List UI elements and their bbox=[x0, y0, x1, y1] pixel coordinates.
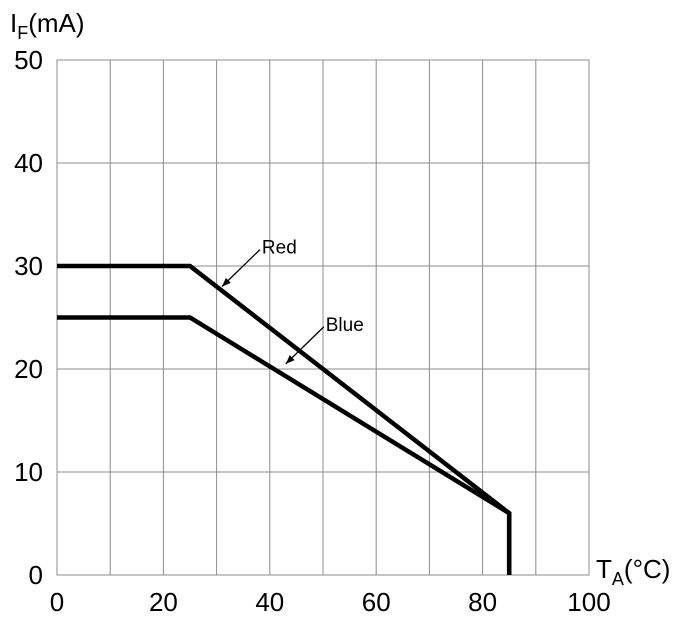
y-tick-label: 30 bbox=[14, 251, 43, 281]
series-line-blue bbox=[57, 315, 512, 575]
x-tick-label: 100 bbox=[567, 587, 610, 617]
x-tick-label: 40 bbox=[255, 587, 284, 617]
x-tick-label: 20 bbox=[149, 587, 178, 617]
annotation-label-blue: Blue bbox=[326, 315, 364, 336]
series-group bbox=[57, 263, 512, 575]
y-axis-label: IF(mA) bbox=[10, 8, 85, 43]
annotations-group: Red Blue bbox=[221, 238, 364, 365]
x-tick-label: 80 bbox=[468, 587, 497, 617]
y-tick-labels: 0 10 20 30 40 50 bbox=[14, 45, 43, 590]
x-tick-label: 60 bbox=[362, 587, 391, 617]
x-tick-label: 0 bbox=[50, 587, 64, 617]
y-tick-label: 20 bbox=[14, 354, 43, 384]
annotation-label-red: Red bbox=[262, 238, 297, 259]
y-tick-label: 40 bbox=[14, 148, 43, 178]
y-tick-label: 10 bbox=[14, 457, 43, 487]
y-tick-label: 50 bbox=[14, 45, 43, 75]
leader-arrow-red bbox=[221, 277, 231, 287]
series-line-red bbox=[57, 263, 512, 575]
leader-arrow-blue bbox=[285, 355, 295, 364]
x-axis-label: TA(°C) bbox=[596, 554, 670, 589]
y-tick-label: 0 bbox=[29, 560, 43, 590]
x-tick-labels: 0 20 40 60 80 100 bbox=[50, 587, 611, 617]
